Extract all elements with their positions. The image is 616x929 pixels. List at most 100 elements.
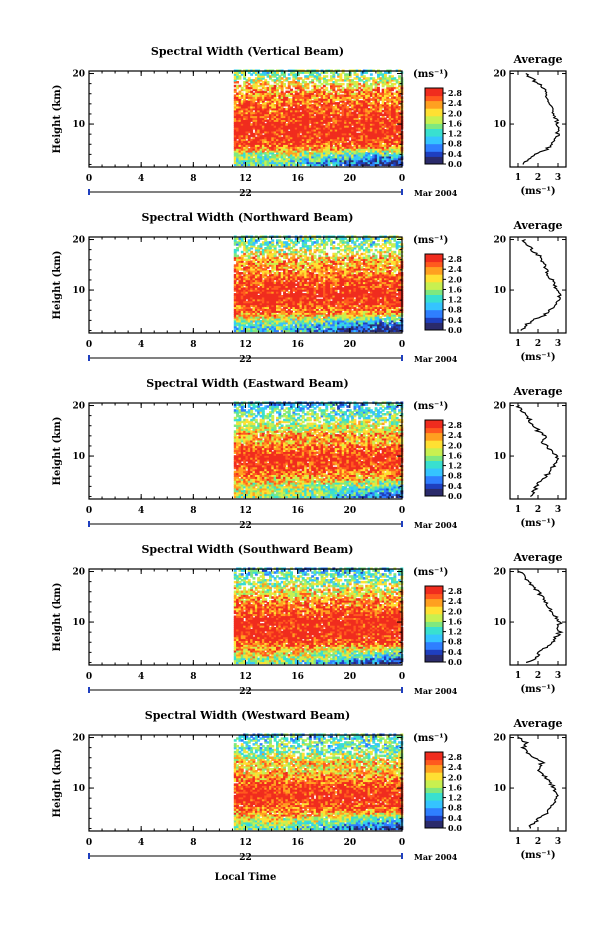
average-x-tick-label: 3 — [555, 837, 561, 847]
average-y-tick-label: 20 — [493, 236, 506, 246]
x-tick-label: 8 — [190, 340, 196, 350]
colorbar-tick-label: 2.4 — [448, 762, 462, 772]
colorbar-tick-label: 0.0 — [448, 159, 462, 169]
colorbar-tick-label: 0.0 — [448, 657, 462, 667]
colorbar-tick-label: 0.4 — [448, 315, 462, 325]
colorbar-tick-label: 0.0 — [448, 491, 462, 501]
x-tick-label: 8 — [190, 174, 196, 184]
average-x-tick-label: 3 — [555, 505, 561, 515]
day-label: 22 — [239, 853, 252, 863]
colorbar: 0.00.40.81.21.62.02.42.8 — [424, 585, 462, 667]
colorbar-tick-label: 2.0 — [448, 108, 462, 118]
day-label: 22 — [239, 189, 252, 199]
colorbar-tick-label: 2.4 — [448, 264, 462, 274]
average-x-tick-label: 3 — [555, 173, 561, 183]
average-x-tick-label: 2 — [535, 173, 541, 183]
colorbar-tick-label: 2.0 — [448, 440, 462, 450]
average-x-tick-label: 2 — [535, 505, 541, 515]
colorbar-tick-label: 1.2 — [448, 793, 462, 803]
y-tick-label: 10 — [72, 120, 85, 130]
panel-4: Spectral Width (Southward Beam)1020Heigh… — [52, 543, 567, 697]
x-tick-label: 16 — [291, 506, 304, 516]
x-tick-label: 0 — [399, 174, 405, 184]
y-axis-label: Height (km) — [52, 417, 63, 486]
average-x-tick-label: 1 — [515, 173, 521, 183]
colorbar-unit-label: (ms⁻¹) — [413, 69, 448, 80]
average-y-tick-label: 10 — [493, 784, 506, 794]
colorbar-tick-label: 2.8 — [448, 586, 462, 596]
colorbar: 0.00.40.81.21.62.02.42.8 — [424, 87, 462, 169]
colorbar-unit-label: (ms⁻¹) — [413, 235, 448, 246]
colorbar-tick-label: 2.8 — [448, 88, 462, 98]
x-tick-label: 16 — [291, 838, 304, 848]
x-tick-label: 0 — [86, 174, 92, 184]
x-tick-label: 12 — [239, 838, 252, 848]
x-tick-label: 20 — [344, 672, 357, 682]
average-y-tick-label: 20 — [493, 568, 506, 578]
colorbar-unit-label: (ms⁻¹) — [413, 733, 448, 744]
heatmap — [233, 235, 404, 333]
colorbar-tick-label: 1.6 — [448, 616, 462, 626]
colorbar-tick-label: 0.0 — [448, 325, 462, 335]
panel-title: Spectral Width (Eastward Beam) — [146, 377, 348, 390]
colorbar-tick-label: 0.8 — [448, 139, 462, 149]
x-tick-label: 0 — [86, 838, 92, 848]
colorbar-tick-label: 1.2 — [448, 461, 462, 471]
average-unit-label: (ms⁻¹) — [520, 352, 555, 363]
x-tick-label: 8 — [190, 672, 196, 682]
average-profile-line — [515, 404, 560, 497]
average-profile-line — [522, 72, 560, 165]
colorbar-tick-label: 1.6 — [448, 450, 462, 460]
average-y-tick-label: 10 — [493, 618, 506, 628]
average-panel: Average 10 20 1 2 3(ms⁻¹) — [493, 551, 567, 695]
average-profile-line — [517, 736, 559, 829]
colorbar-tick-label: 2.8 — [448, 752, 462, 762]
average-unit-label: (ms⁻¹) — [520, 684, 555, 695]
colorbar-tick-label: 0.4 — [448, 149, 462, 159]
colorbar-tick-label: 2.8 — [448, 420, 462, 430]
y-tick-label: 20 — [72, 236, 85, 246]
panel-5: Spectral Width (Westward Beam)1020Height… — [52, 709, 567, 863]
y-tick-label: 10 — [72, 286, 85, 296]
x-tick-label: 0 — [399, 506, 405, 516]
x-tick-label: 20 — [344, 340, 357, 350]
colorbar-tick-label: 1.6 — [448, 782, 462, 792]
colorbar: 0.00.40.81.21.62.02.42.8 — [424, 419, 462, 501]
average-title: Average — [512, 717, 562, 730]
average-title: Average — [512, 219, 562, 232]
y-axis-label: Height (km) — [52, 583, 63, 652]
x-axis-label: Local Time — [215, 872, 277, 883]
colorbar-tick-label: 1.2 — [448, 295, 462, 305]
average-panel: Average 10 20 1 2 3(ms⁻¹) — [493, 53, 567, 197]
average-unit-label: (ms⁻¹) — [520, 186, 555, 197]
date-label: Mar 2004 — [414, 520, 458, 530]
colorbar-tick-label: 0.8 — [448, 305, 462, 315]
average-x-tick-label: 2 — [535, 671, 541, 681]
panel-title: Spectral Width (Westward Beam) — [145, 709, 350, 722]
x-tick-label: 16 — [291, 174, 304, 184]
average-profile-line — [520, 238, 562, 331]
colorbar-tick-label: 1.6 — [448, 284, 462, 294]
panel-title: Spectral Width (Vertical Beam) — [151, 45, 344, 58]
x-tick-label: 0 — [399, 340, 405, 350]
colorbar-tick-label: 0.0 — [448, 823, 462, 833]
x-tick-label: 12 — [239, 506, 252, 516]
day-label: 22 — [239, 687, 252, 697]
x-tick-label: 4 — [138, 340, 144, 350]
x-tick-label: 4 — [138, 838, 144, 848]
colorbar: 0.00.40.81.21.62.02.42.8 — [424, 253, 462, 335]
x-tick-label: 20 — [344, 174, 357, 184]
colorbar-tick-label: 0.8 — [448, 637, 462, 647]
colorbar-tick-label: 2.4 — [448, 98, 462, 108]
x-tick-label: 0 — [399, 672, 405, 682]
x-tick-label: 0 — [399, 838, 405, 848]
x-tick-label: 12 — [239, 340, 252, 350]
heatmap — [233, 69, 404, 167]
y-tick-label: 10 — [72, 452, 85, 462]
colorbar-tick-label: 2.8 — [448, 254, 462, 264]
average-y-tick-label: 10 — [493, 120, 506, 130]
average-title: Average — [512, 385, 562, 398]
average-unit-label: (ms⁻¹) — [520, 518, 555, 529]
average-y-tick-label: 10 — [493, 452, 506, 462]
